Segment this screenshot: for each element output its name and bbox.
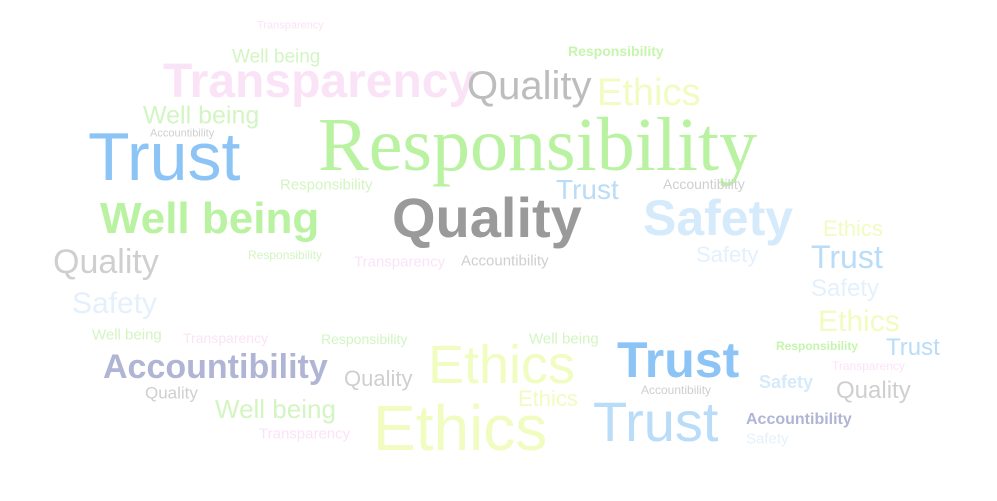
word-responsibility-small-right: Responsibility [776,339,859,353]
word-ethics-top: Ethics [597,72,701,114]
word-ethics-right: Ethics [818,305,900,338]
word-responsibility-small-lower: Responsibility [321,331,408,347]
word-trust-center-bold: Trust [617,332,740,388]
word-quality-top: Quality [467,64,592,108]
word-transparency-mid: Transparency [354,253,446,271]
word-well-being-top: Well being [232,46,321,68]
word-responsibility-small-center: Responsibility [280,176,373,194]
word-trust-right: Trust [811,239,883,275]
word-well-being-lower: Well being [215,394,336,424]
word-transparency-large: Transparency [163,55,476,108]
word-trust-center: Trust [556,174,619,205]
word-transparency-top: Transparency [257,19,324,32]
word-ethics-center-large: Ethics [428,335,576,395]
word-safety-bottom: Safety [746,430,789,448]
word-trust-bottom-large: Trust [593,390,719,453]
word-trust-far-right: Trust [886,334,940,361]
word-accountibility-large: Accountibility [103,348,328,386]
word-responsibility-top-right: Responsibility [568,43,664,59]
word-well-being-small-center: Well being [529,330,599,348]
word-responsibility-small-mid: Responsibility [248,248,323,262]
word-safety-left: Safety [72,287,158,320]
word-accountibility-small-right: Accountibility [663,176,745,192]
word-quality-lower-left: Quality [145,383,198,403]
word-trust-large-left: Trust [88,119,241,195]
word-well-being-left: Well being [143,101,260,130]
word-ethics-small-center: Ethics [518,386,578,411]
word-quality-center-small: Quality [344,366,413,391]
word-quality-right: Quality [836,377,911,404]
word-transparency-small-left: Transparency [183,330,269,346]
word-accountibility-small-bottom-right: Accountibility [746,411,852,428]
word-safety-large: Safety [643,190,794,246]
word-accountibility-small-center: Accountibility [641,383,712,397]
word-well-being-small-left: Well being [92,326,162,344]
word-accountibility-small-left: Accountibility [150,127,215,140]
word-safety-small-right: Safety [759,372,814,392]
word-accountibility-mid: Accountibility [461,252,549,270]
word-safety-center-right: Safety [696,242,759,267]
word-well-being-large: Well being [100,194,320,243]
word-ethics-right-small: Ethics [823,216,883,241]
word-ethics-bottom-large: Ethics [373,392,548,464]
word-transparency-bottom: Transparency [259,425,351,443]
word-responsibility-main: Responsibility [318,103,758,187]
word-quality-main: Quality [392,186,582,249]
word-quality-left: Quality [53,243,159,281]
word-safety-far-right: Safety [811,275,880,302]
word-transparency-small-right: Transparency [832,359,905,373]
